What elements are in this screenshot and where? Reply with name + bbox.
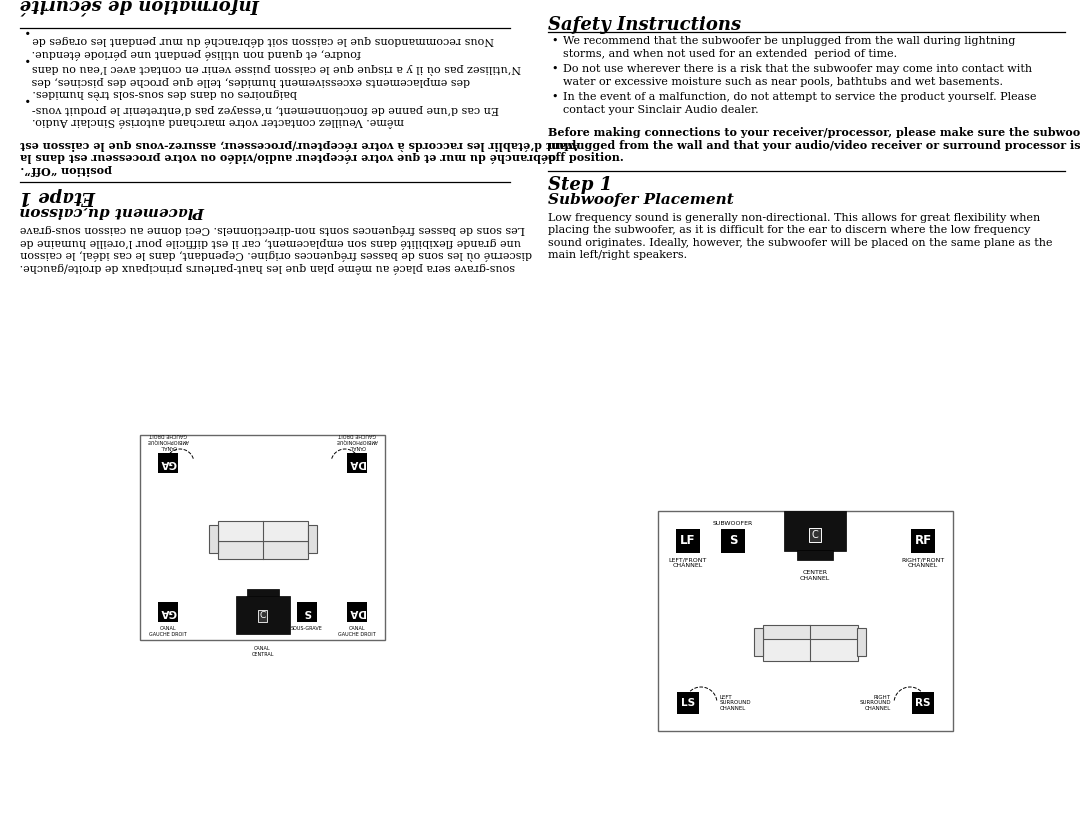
Text: •: • bbox=[551, 64, 557, 74]
Text: We recommend that the subwoofer be unplugged from the wall during lightning: We recommend that the subwoofer be unplu… bbox=[563, 36, 1015, 46]
Text: DA: DA bbox=[349, 458, 365, 468]
Bar bbox=[797, 550, 833, 560]
Bar bbox=[784, 511, 846, 551]
Text: •: • bbox=[22, 53, 28, 63]
Text: Information de sécurité: Information de sécurité bbox=[21, 0, 260, 14]
Text: SOUS-GRAVE: SOUS-GRAVE bbox=[292, 626, 323, 631]
Text: RS: RS bbox=[915, 698, 931, 708]
Text: GA: GA bbox=[160, 458, 176, 468]
Text: off position.: off position. bbox=[548, 152, 624, 163]
Text: In the event of a malfunction, do not attempt to service the product yourself. P: In the event of a malfunction, do not at… bbox=[563, 92, 1037, 102]
Text: SUBWOOFER: SUBWOOFER bbox=[713, 521, 753, 526]
Text: débranché du mur et que votre récepteur audio/vidéo ou votre processeur est dans: débranché du mur et que votre récepteur … bbox=[21, 151, 556, 162]
Text: sound originates. Ideally, however, the subwoofer will be placed on the same pla: sound originates. Ideally, however, the … bbox=[548, 238, 1053, 248]
Text: Low frequency sound is generally non-directional. This allows for great flexibil: Low frequency sound is generally non-dir… bbox=[548, 213, 1040, 223]
Bar bbox=[677, 692, 699, 714]
Bar bbox=[658, 511, 953, 731]
Text: LEFT
SURROUND
CHANNEL: LEFT SURROUND CHANNEL bbox=[720, 695, 752, 711]
Bar bbox=[762, 639, 858, 661]
Text: LEFT/FRONT
CHANNEL: LEFT/FRONT CHANNEL bbox=[669, 557, 707, 568]
Bar bbox=[676, 529, 700, 553]
Bar bbox=[912, 692, 934, 714]
Text: •: • bbox=[551, 36, 557, 46]
Text: Étape 1: Étape 1 bbox=[21, 187, 96, 208]
Bar bbox=[235, 596, 289, 634]
Text: discerné où les sons de basses fréquences origine. Cependant, dans le cas idéal,: discerné où les sons de basses fréquence… bbox=[21, 249, 531, 260]
Text: Nous recommandons que le caisson soit débranché du mur pendant les orages de: Nous recommandons que le caisson soit dé… bbox=[32, 35, 494, 46]
Text: storms, and when not used for an extended  period of time.: storms, and when not used for an extende… bbox=[563, 48, 897, 58]
Text: sous-grave sera placé au même plan que les haut-parleurs principaux de droite/ga: sous-grave sera placé au même plan que l… bbox=[21, 262, 515, 273]
Text: CANAL
AMBIOPHONIQUE
GAUCHE DROIT: CANAL AMBIOPHONIQUE GAUCHE DROIT bbox=[336, 432, 378, 449]
Bar bbox=[858, 628, 866, 656]
Text: RIGHT
SURROUND
CHANNEL: RIGHT SURROUND CHANNEL bbox=[860, 695, 891, 711]
Text: DA: DA bbox=[349, 607, 365, 617]
Text: Subwoofer Placement: Subwoofer Placement bbox=[548, 193, 733, 207]
Text: Safety Instructions: Safety Instructions bbox=[548, 16, 741, 34]
Bar bbox=[347, 602, 367, 622]
Text: GA: GA bbox=[160, 607, 176, 617]
Text: En cas d’une panne de fonctionnement, n’essayez pas d’entretenir le produit vous: En cas d’une panne de fonctionnement, n’… bbox=[32, 103, 499, 113]
Text: LS: LS bbox=[680, 698, 696, 708]
Text: une grande flexibilité dans son emplacement, car il est difficile pour l’oreille: une grande flexibilité dans son emplacem… bbox=[21, 237, 521, 248]
Bar bbox=[347, 453, 367, 473]
Bar bbox=[217, 541, 308, 559]
Bar bbox=[308, 525, 316, 553]
Text: CANAL
GAUCHE DROIT: CANAL GAUCHE DROIT bbox=[338, 626, 376, 637]
Text: unplugged from the wall and that your audio/video receiver or surround processor: unplugged from the wall and that your au… bbox=[548, 139, 1080, 150]
Text: •: • bbox=[22, 93, 28, 103]
Text: water or excessive moisture such as near pools, bathtubs and wet basements.: water or excessive moisture such as near… bbox=[563, 77, 1003, 87]
Text: C: C bbox=[812, 530, 819, 540]
Text: LF: LF bbox=[680, 535, 696, 547]
Bar bbox=[208, 525, 217, 553]
Bar bbox=[217, 521, 308, 541]
Text: S: S bbox=[729, 535, 738, 547]
Text: N’utilisez pas où il y a risque que le caisson puisse venir en contact avec l’ea: N’utilisez pas où il y a risque que le c… bbox=[32, 63, 522, 74]
Text: CANAL
CENTRAL: CANAL CENTRAL bbox=[252, 646, 273, 657]
Text: Placement du caisson: Placement du caisson bbox=[21, 204, 206, 218]
Text: foudre, et quand non utilisé pendant une période étendue.: foudre, et quand non utilisé pendant une… bbox=[32, 48, 362, 58]
Text: Avant d’établir les raccords à votre récepteur/processeur, assurez-vous que le c: Avant d’établir les raccords à votre réc… bbox=[21, 138, 581, 149]
Text: RIGHT/FRONT
CHANNEL: RIGHT/FRONT CHANNEL bbox=[902, 557, 945, 568]
Text: •: • bbox=[22, 25, 28, 35]
Bar bbox=[246, 589, 279, 596]
Text: même. Veuillez contacter votre marchand autorisé Sinclair Audio.: même. Veuillez contacter votre marchand … bbox=[32, 116, 404, 126]
Text: Before making connections to your receiver/processor, please make sure the subwo: Before making connections to your receiv… bbox=[548, 127, 1080, 138]
Text: CANAL
GAUCHE DROIT: CANAL GAUCHE DROIT bbox=[149, 626, 187, 637]
Text: Do not use wherever there is a risk that the subwoofer may come into contact wit: Do not use wherever there is a risk that… bbox=[563, 64, 1032, 74]
Bar bbox=[158, 602, 178, 622]
Text: C: C bbox=[259, 611, 266, 620]
Text: S: S bbox=[303, 607, 311, 617]
Text: contact your Sinclair Audio dealer.: contact your Sinclair Audio dealer. bbox=[563, 104, 758, 114]
Text: CANAL
AMBIOPHONIQUE
GAUCHE DROIT: CANAL AMBIOPHONIQUE GAUCHE DROIT bbox=[147, 432, 189, 449]
Bar bbox=[721, 529, 745, 553]
Text: •: • bbox=[551, 92, 557, 102]
Bar bbox=[158, 453, 178, 473]
Text: Step 1: Step 1 bbox=[548, 175, 612, 193]
Bar bbox=[754, 628, 762, 656]
Bar bbox=[297, 602, 318, 622]
Bar bbox=[140, 435, 384, 640]
Text: baignoires ou dans des sous-sols très humides.: baignoires ou dans des sous-sols très hu… bbox=[32, 88, 297, 99]
Text: CENTER
CHANNEL: CENTER CHANNEL bbox=[800, 570, 831, 580]
Text: position “Off”.: position “Off”. bbox=[21, 163, 111, 174]
Text: placing the subwoofer, as it is difficult for the ear to discern where the low f: placing the subwoofer, as it is difficul… bbox=[548, 225, 1030, 235]
Text: main left/right speakers.: main left/right speakers. bbox=[548, 250, 687, 260]
Bar bbox=[762, 625, 858, 641]
Bar bbox=[912, 529, 935, 553]
Text: des emplacements excessivement humides, telle que proche des piscines, des: des emplacements excessivement humides, … bbox=[32, 76, 471, 86]
Text: RF: RF bbox=[915, 535, 932, 547]
Text: Les sons de basses fréquences sonts non-directionnels. Ceci donne au caisson sou: Les sons de basses fréquences sonts non-… bbox=[21, 224, 525, 235]
